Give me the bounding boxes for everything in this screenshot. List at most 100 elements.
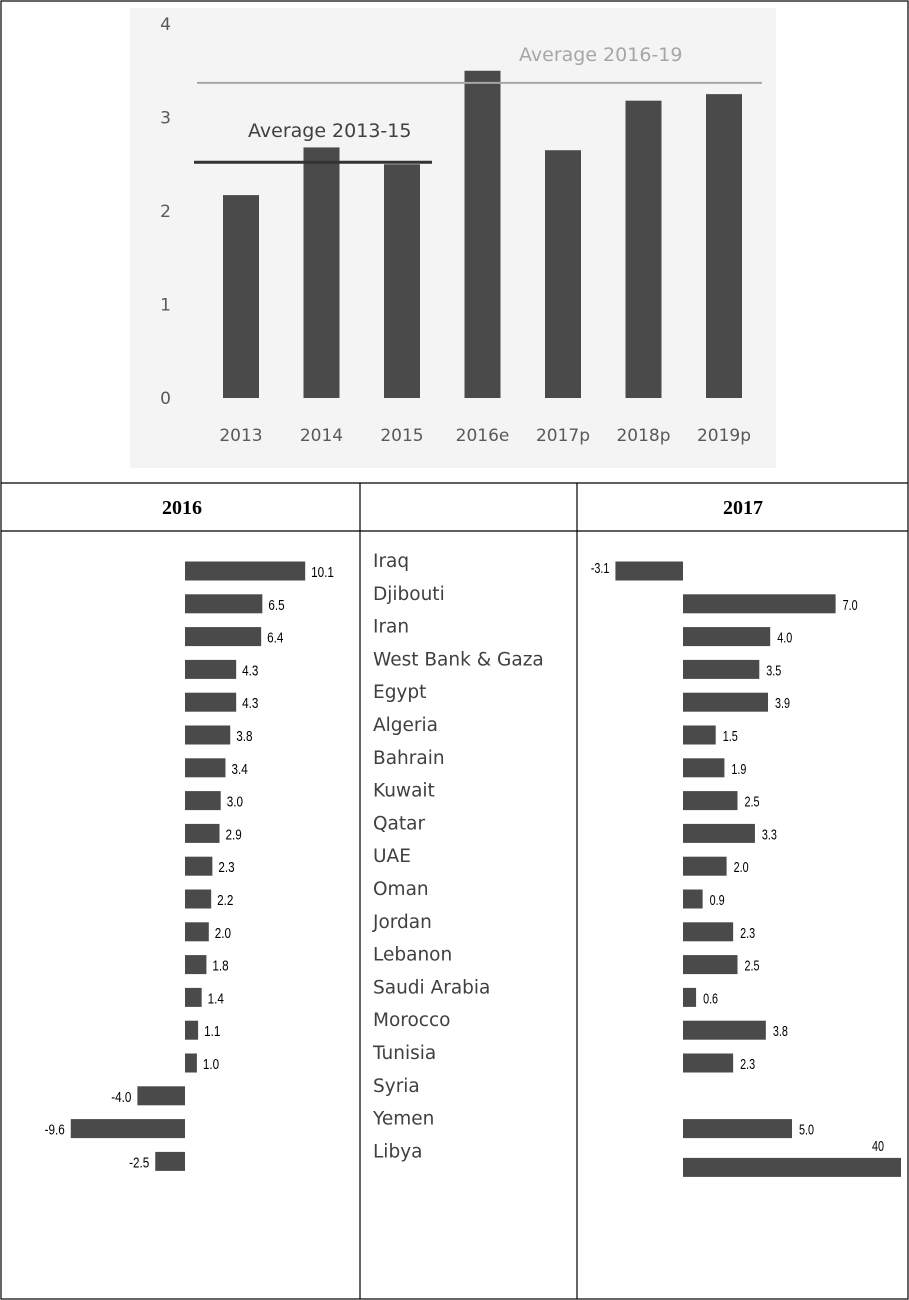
bar-2017-libya [683, 1157, 901, 1177]
country-label: Iraq [373, 551, 409, 572]
bar-2017-lebanon [683, 955, 738, 975]
country-label: UAE [373, 846, 411, 867]
country-label: Yemen [372, 1109, 434, 1130]
bar-2017-iran [683, 627, 771, 647]
country-label: Qatar [373, 813, 425, 834]
value-label-2016: 1.8 [212, 957, 228, 974]
x-tick-label: 2018p [616, 426, 670, 446]
country-label: Kuwait [373, 781, 435, 802]
bar-2017-saudi-arabia [683, 987, 697, 1007]
header-2016: 2016 [162, 497, 202, 519]
bar-2017-tunisia [683, 1053, 734, 1073]
bar-2017-yemen [683, 1119, 792, 1139]
country-label: Libya [373, 1141, 422, 1162]
country-label: Djibouti [373, 584, 445, 605]
bar-2016-algeria [185, 725, 231, 745]
y-tick-label: 3 [160, 109, 171, 129]
value-label-2017: 40 [872, 1137, 884, 1154]
bar-2017-qatar [683, 823, 755, 843]
country-label: West Bank & Gaza [373, 649, 544, 670]
value-label-2017: 2.3 [740, 924, 755, 941]
country-label: Bahrain [373, 748, 445, 769]
value-label-2017: 0.9 [710, 891, 725, 908]
value-label-2017: 5.0 [799, 1121, 814, 1138]
bar-2016-oman [185, 889, 212, 909]
bar-2016-iran [185, 627, 262, 647]
country-label: Algeria [373, 715, 438, 736]
bar-2016-lebanon [185, 955, 207, 975]
country-label: Lebanon [373, 945, 452, 966]
bar-2016-syria [137, 1086, 185, 1106]
value-label-2017: 2.5 [745, 957, 760, 974]
country-label: Egypt [373, 682, 426, 703]
value-label-2017: 3.9 [775, 694, 790, 711]
value-label-2016: 2.9 [226, 826, 242, 843]
value-label-2016: 4.3 [242, 662, 258, 679]
bar-2016-libya [155, 1151, 185, 1171]
bar-2016-saudi-arabia [185, 987, 202, 1007]
bar-2017-morocco [683, 1020, 766, 1040]
value-label-2016: 6.5 [268, 596, 284, 613]
bar-2017p [545, 150, 581, 398]
value-label-2016: 10.1 [311, 564, 334, 581]
value-label-2016: 2.2 [217, 892, 233, 909]
y-tick-label: 0 [160, 389, 171, 409]
value-label-2017: 3.3 [762, 826, 777, 843]
country-label: Saudi Arabia [373, 977, 490, 998]
bar-2016-iraq [185, 561, 306, 581]
value-label-2017: 2.0 [734, 858, 749, 875]
value-label-2017: 3.8 [773, 1022, 788, 1039]
bar-2018p [625, 100, 662, 399]
y-tick-label: 2 [160, 202, 171, 222]
value-label-2017: 3.5 [766, 662, 781, 679]
bar-2017-uae [683, 856, 727, 876]
value-label-2016: 3.0 [227, 793, 243, 810]
bar-2016-djibouti [185, 594, 263, 614]
bar-2017-jordan [683, 922, 734, 942]
value-label-2016: 4.3 [242, 695, 258, 712]
value-label-2016: 2.3 [218, 859, 234, 876]
bar-2016-egypt [185, 692, 237, 712]
bar-2016-bahrain [185, 758, 226, 778]
bar-2016-uae [185, 856, 213, 876]
top-bar-chart: 0 1 2 3 4 2013 2014 2015 2016e 2017p 2018p 2019p Ave… [160, 15, 762, 446]
bar-2017-algeria [683, 725, 716, 745]
value-label-2016: 3.4 [231, 760, 248, 777]
value-label-2017: -3.1 [591, 559, 610, 576]
y-tick-label: 4 [160, 15, 171, 35]
bar-2016-morocco [185, 1020, 199, 1040]
bar-2017-kuwait [683, 791, 738, 811]
value-label-2016: 2.0 [215, 924, 231, 941]
bar-chart-2017: -3.1 7.0 4.0 3.5 3.9 1.5 1.9 2.5 3.3 2.0 0.9 2.3 2.5… [591, 559, 901, 1177]
bar-2016-jordan [185, 922, 209, 942]
average-2016-19-label: Average 2016-19 [519, 44, 682, 66]
country-list: Iraq Djibouti Iran West Bank & Gaza Egypt Alg… [372, 551, 544, 1162]
value-label-2017: 2.3 [740, 1055, 755, 1072]
country-label: Iran [373, 617, 409, 638]
bar-2017-west-bank-gaza [683, 659, 760, 679]
x-tick-label: 2014 [300, 426, 343, 446]
bar-2017-djibouti [683, 594, 836, 614]
bar-2016e [464, 70, 501, 398]
y-tick-label: 1 [160, 296, 171, 316]
bar-chart-2016: 10.1 6.5 6.4 4.3 4.3 3.8 3.4 3.0 2.9 2.3 2.2 2.0 1.8… [45, 561, 334, 1171]
average-2013-15-label: Average 2013-15 [248, 120, 411, 142]
bar-2016-qatar [185, 823, 220, 843]
bar-2017-iraq [615, 561, 683, 581]
value-label-2017: 0.6 [703, 990, 718, 1007]
value-label-2017: 2.5 [745, 793, 760, 810]
bar-2017-egypt [683, 692, 769, 712]
country-label: Oman [373, 879, 429, 900]
bar-2019p [706, 94, 742, 398]
country-label: Tunisia [372, 1043, 436, 1064]
country-label: Jordan [372, 912, 432, 933]
bar-2016-west-bank-gaza [185, 659, 237, 679]
value-label-2016: 3.8 [236, 728, 252, 745]
country-label: Syria [373, 1076, 420, 1097]
bar-2013 [223, 195, 259, 398]
bar-2015 [384, 164, 420, 398]
bar-2017-bahrain [683, 758, 725, 778]
value-label-2016: -9.6 [45, 1121, 65, 1138]
